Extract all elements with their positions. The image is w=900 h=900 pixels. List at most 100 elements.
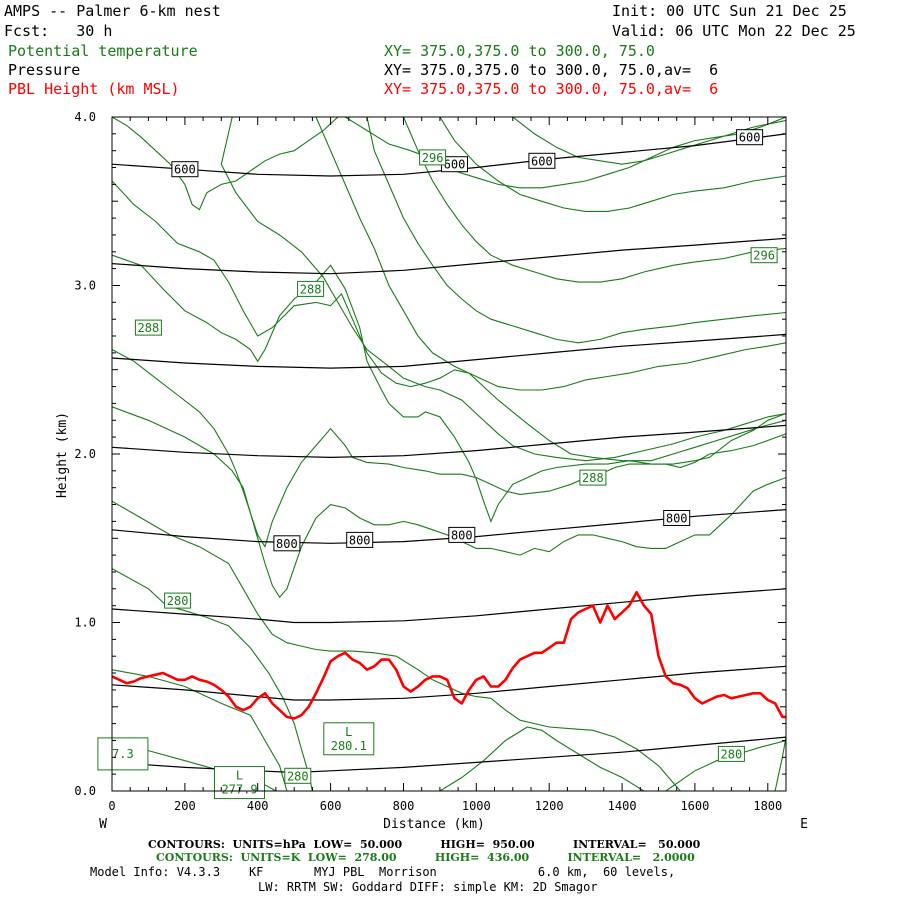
pbl-height-line [112, 590, 786, 720]
y-tick-label: 2.0 [74, 447, 96, 461]
x-tick-label: 1400 [608, 799, 637, 813]
pressure-contour-650 [112, 237, 786, 275]
theta-contour-line [665, 739, 786, 791]
theta-contour-line [112, 180, 786, 462]
forecast-hour: Fcst: 30 h [4, 22, 113, 40]
x-axis-label: Distance (km) [383, 817, 485, 832]
pressure-label-box [448, 526, 476, 543]
pressure-label-box [273, 535, 301, 552]
pressure-contour-950 [112, 736, 786, 774]
footer-model-info: Model Info: V4.3.3 KF MYJ PBL Morrison 6… [90, 865, 676, 879]
footer-theta-contours: CONTOURS: UNITS=K LOW= 278.00 HIGH= 436.… [156, 851, 695, 864]
pressure-contours [112, 133, 786, 774]
theta-contour-line [112, 117, 339, 211]
y-tick-label: 4.0 [74, 110, 96, 124]
x-tick-label: 600 [320, 799, 342, 813]
theta-label-box [134, 319, 162, 336]
x-tick-label: 1800 [753, 799, 782, 813]
low-center-box [214, 766, 265, 800]
theta-contour-line [112, 669, 288, 791]
footer-physics-info: LW: RRTM SW: Goddard DIFF: simple KM: 2D… [258, 880, 598, 894]
field-name-theta: Potential temperature [8, 42, 198, 60]
pressure-label: 800 [276, 537, 298, 551]
theta-contour-line [774, 737, 786, 791]
chart-title: AMPS -- Palmer 6-km nest [4, 2, 221, 20]
theta-label: 288 [138, 321, 160, 335]
pressure-contour-750 [112, 424, 786, 459]
west-label: W [99, 817, 107, 832]
field-xy-pressure: XY= 375.0,375.0 to 300.0, 75.0,av= 6 [384, 61, 719, 79]
theta-label: 296 [422, 151, 444, 165]
y-tick-label: 1.0 [74, 616, 96, 630]
theta-contour-line [112, 406, 786, 599]
east-label: E [800, 817, 808, 832]
low-center-box [97, 737, 149, 771]
pressure-label: 800 [349, 533, 371, 547]
low-center-box [323, 722, 375, 756]
field-xy-theta: XY= 375.0,375.0 to 300.0, 75.0 [384, 42, 655, 60]
pressure-contour-850 [112, 588, 786, 624]
init-time: Init: 00 UTC Sun 21 Dec 25 [612, 2, 847, 20]
x-tick-label: 1000 [462, 799, 491, 813]
theta-contour-line [439, 726, 645, 791]
field-name-pbl: PBL Height (km MSL) [8, 80, 180, 98]
footer-pressure-contours: CONTOURS: UNITS=hPa LOW= 50.000 HIGH= 95… [148, 838, 701, 851]
y-axis-label: Height (km) [55, 412, 70, 498]
x-tick-label: 800 [393, 799, 415, 813]
pbl-line-group [112, 590, 786, 720]
theta-label-box [297, 280, 325, 297]
theta-contour-line [344, 117, 786, 189]
theta-contour-line [315, 117, 786, 391]
contour-labels: 600 600 600 600 800 800 800 800 296 296 288 288 288 2… [97, 129, 778, 800]
theta-contour-line [220, 117, 786, 462]
x-tick-label: 400 [247, 799, 269, 813]
y-tick-label: 0.0 [74, 784, 96, 798]
theta-label: 280 [167, 594, 189, 608]
pressure-label: 600 [531, 154, 553, 168]
theta-label-box [750, 247, 778, 264]
theta-label-box [579, 469, 607, 486]
pressure-label-box [736, 129, 764, 146]
y-tick-label: 3.0 [74, 279, 96, 293]
low-center-value: 280.1 [331, 739, 367, 753]
theta-label: 280 [721, 747, 743, 761]
pressure-label: 800 [451, 528, 473, 542]
theta-contour-line [366, 117, 786, 344]
theta-label: 280 [287, 769, 309, 783]
pressure-contour-800 [112, 509, 786, 544]
pressure-label: 600 [174, 163, 196, 177]
x-tick-label: 200 [174, 799, 196, 813]
pressure-label-box [346, 531, 374, 548]
pressure-label: 800 [666, 512, 688, 526]
field-name-pressure: Pressure [8, 61, 81, 79]
x-tick-label: 1600 [680, 799, 709, 813]
theta-label-box [284, 767, 312, 784]
theta-label-box [419, 149, 447, 166]
low-center-letter: L [345, 725, 352, 739]
pressure-label-box [528, 152, 556, 169]
theta-contour-line [402, 117, 786, 283]
theta-label: 288 [582, 471, 604, 485]
theta-label-box [164, 592, 192, 609]
theta-label: 296 [753, 249, 775, 263]
x-tick-label: 1200 [535, 799, 564, 813]
theta-contour-line [112, 500, 681, 791]
theta-contours [112, 117, 786, 791]
pressure-contour-600 [112, 133, 786, 177]
theta-label-box [717, 745, 745, 762]
pressure-label: 600 [444, 158, 466, 172]
pressure-label-box [171, 161, 199, 178]
axes: 0 200 400 600 800 1000 1200 1400 1600 1800 0.0 1.0 2… [74, 110, 787, 813]
theta-contour-line [112, 254, 786, 523]
field-xy-pbl: XY= 375.0,375.0 to 300.0, 75.0,av= 6 [384, 80, 719, 98]
x-tick-label: 0 [108, 799, 115, 813]
pressure-label: 600 [739, 131, 761, 145]
low-center-letter: L [236, 769, 243, 783]
pressure-contour-900 [112, 665, 786, 701]
low-center-value: 7.3 [112, 747, 134, 761]
pressure-contour-700 [112, 333, 786, 369]
theta-label: 288 [300, 282, 322, 296]
theta-contour-line [439, 117, 786, 212]
pressure-label-box [663, 510, 691, 526]
